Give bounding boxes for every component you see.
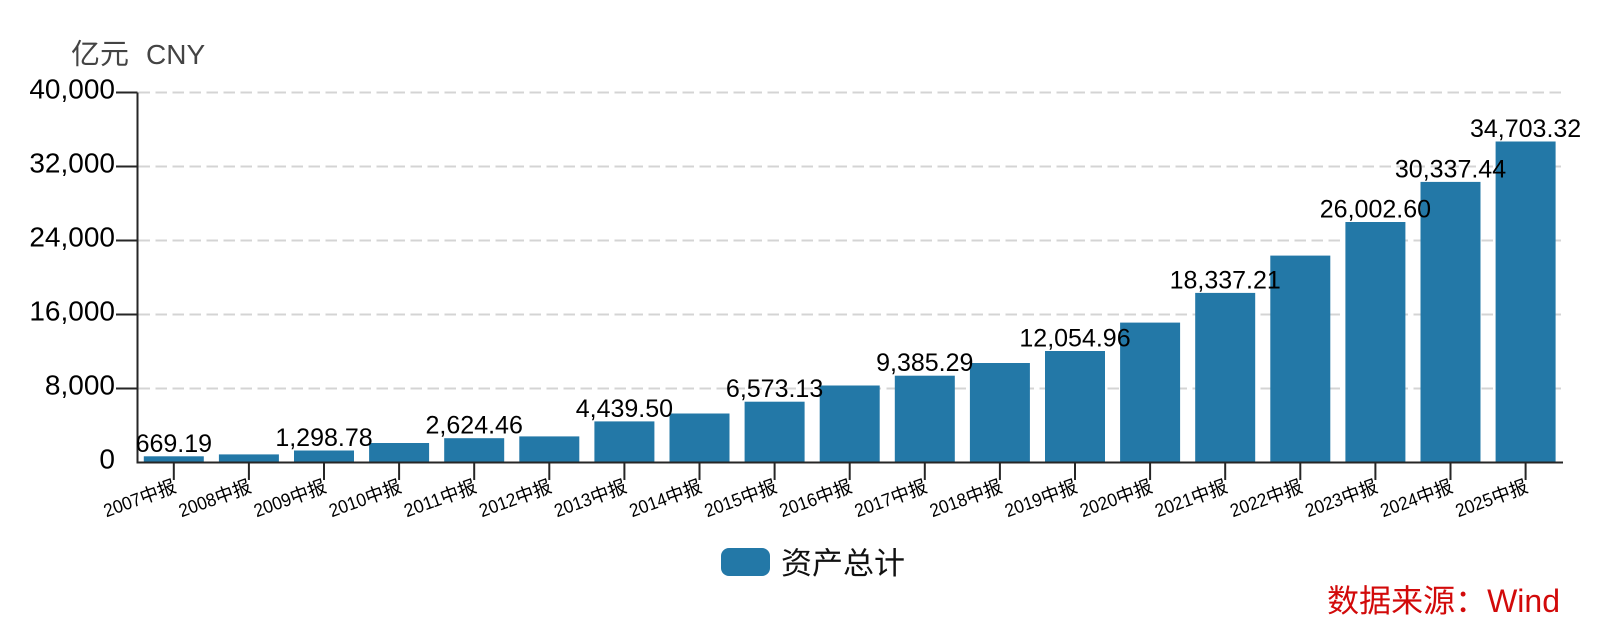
svg-text:34,703.32: 34,703.32 [1470,115,1581,143]
svg-text:1,298.78: 1,298.78 [275,424,372,452]
svg-text:Wind: Wind [1487,583,1560,619]
svg-text:40,000: 40,000 [29,74,115,105]
svg-text:32,000: 32,000 [29,148,115,179]
svg-text:669.19: 669.19 [136,430,212,458]
svg-text:24,000: 24,000 [29,222,115,253]
svg-text:4,439.50: 4,439.50 [576,395,673,423]
svg-text:12,054.96: 12,054.96 [1019,325,1130,353]
svg-text:8,000: 8,000 [45,370,115,401]
svg-text:0: 0 [99,444,115,475]
svg-text:18,337.21: 18,337.21 [1170,266,1281,294]
svg-text:CNY: CNY [146,39,205,70]
svg-text:26,002.60: 26,002.60 [1320,196,1431,224]
svg-text:16,000: 16,000 [29,296,115,327]
svg-text:9,385.29: 9,385.29 [876,349,973,377]
svg-text:6,573.13: 6,573.13 [726,375,823,403]
svg-text:30,337.44: 30,337.44 [1395,155,1506,183]
svg-text:2,624.46: 2,624.46 [426,412,523,440]
